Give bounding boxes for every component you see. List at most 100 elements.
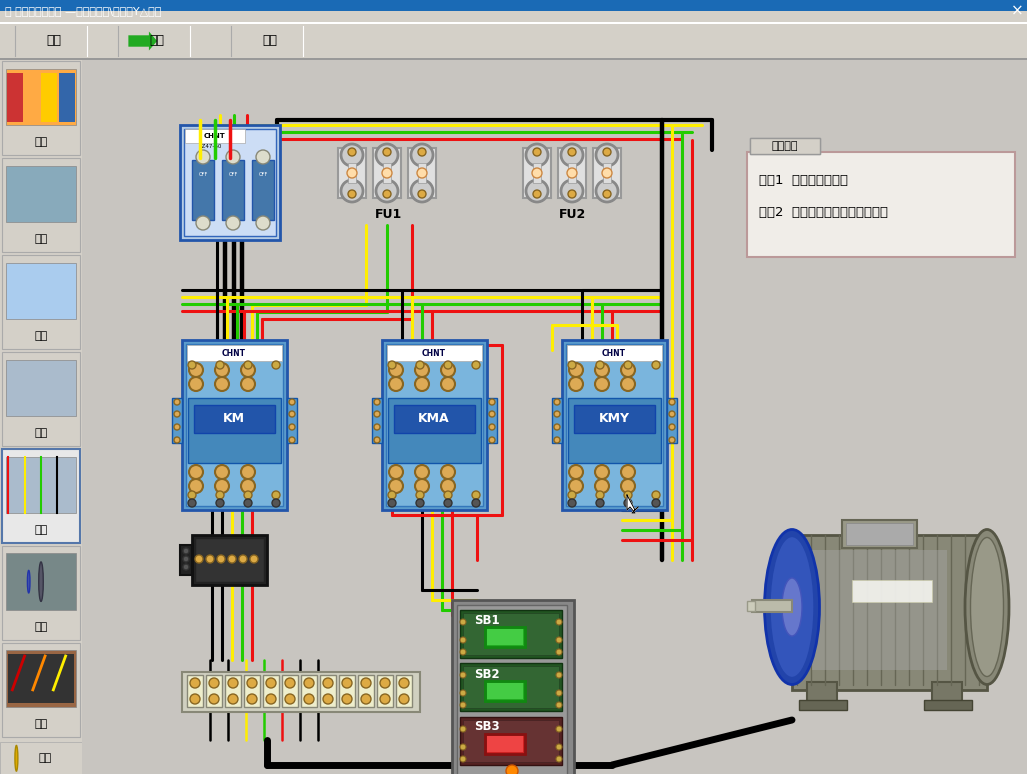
Circle shape <box>374 424 380 430</box>
Circle shape <box>256 216 270 230</box>
Circle shape <box>383 148 391 156</box>
Circle shape <box>569 363 583 377</box>
Bar <box>396 675 412 707</box>
Circle shape <box>621 377 635 391</box>
Bar <box>533 163 541 183</box>
Circle shape <box>472 361 480 369</box>
Bar <box>338 148 366 198</box>
Bar <box>180 545 192 575</box>
Circle shape <box>241 479 255 493</box>
Bar <box>487 736 523 752</box>
Circle shape <box>556 649 562 655</box>
Text: SB3: SB3 <box>474 721 500 734</box>
Circle shape <box>533 148 541 156</box>
Circle shape <box>526 180 548 202</box>
Circle shape <box>215 377 229 391</box>
Circle shape <box>215 479 229 493</box>
Circle shape <box>389 363 403 377</box>
Circle shape <box>568 148 576 156</box>
Circle shape <box>568 190 576 198</box>
Circle shape <box>460 672 466 678</box>
Text: CHNT: CHNT <box>422 348 446 358</box>
Circle shape <box>190 678 200 688</box>
Circle shape <box>416 491 424 499</box>
Text: 步骤2  按动按钮，进行运行操作。: 步骤2 按动按钮，进行运行操作。 <box>759 206 888 218</box>
Text: FU1: FU1 <box>376 208 403 221</box>
Bar <box>842 520 917 548</box>
Circle shape <box>568 499 576 507</box>
Text: 连线: 连线 <box>34 525 47 535</box>
Circle shape <box>460 690 466 696</box>
Circle shape <box>289 424 295 430</box>
Bar <box>924 700 972 710</box>
Circle shape <box>556 702 562 708</box>
Circle shape <box>554 437 560 443</box>
Bar <box>263 675 279 707</box>
Circle shape <box>415 479 429 493</box>
Circle shape <box>217 555 225 563</box>
Bar <box>485 627 525 647</box>
Bar <box>747 601 755 611</box>
Bar <box>846 523 913 545</box>
Circle shape <box>241 465 255 479</box>
Circle shape <box>324 694 333 704</box>
Bar <box>558 148 586 198</box>
Bar <box>452 600 574 774</box>
Circle shape <box>389 377 403 391</box>
Text: 操作步骤: 操作步骤 <box>771 141 798 151</box>
Circle shape <box>289 437 295 443</box>
Circle shape <box>556 672 562 678</box>
Circle shape <box>347 168 357 178</box>
Circle shape <box>256 150 270 164</box>
Bar <box>172 398 182 443</box>
Circle shape <box>532 168 542 178</box>
Bar <box>394 405 476 433</box>
Circle shape <box>441 465 455 479</box>
Circle shape <box>460 756 466 762</box>
Circle shape <box>228 694 238 704</box>
Circle shape <box>342 678 352 688</box>
Bar <box>6 457 76 513</box>
Text: 布局: 布局 <box>34 428 47 438</box>
Circle shape <box>416 361 424 369</box>
Bar <box>2 352 79 446</box>
Bar <box>195 538 264 582</box>
Circle shape <box>286 678 295 688</box>
Circle shape <box>374 437 380 443</box>
Bar <box>186 344 283 506</box>
Circle shape <box>415 465 429 479</box>
Ellipse shape <box>770 536 814 677</box>
Circle shape <box>304 694 314 704</box>
Circle shape <box>621 479 635 493</box>
Bar <box>566 344 663 506</box>
Circle shape <box>374 411 380 417</box>
Circle shape <box>196 216 210 230</box>
Circle shape <box>272 491 280 499</box>
Circle shape <box>28 570 30 593</box>
Circle shape <box>602 168 612 178</box>
Circle shape <box>183 564 189 570</box>
Circle shape <box>342 694 352 704</box>
Bar <box>2 61 79 156</box>
Bar <box>2 255 79 349</box>
Bar <box>41 73 58 122</box>
Bar <box>282 675 298 707</box>
Bar <box>750 138 820 154</box>
Bar <box>603 163 611 183</box>
Circle shape <box>195 555 203 563</box>
Circle shape <box>210 678 219 688</box>
Circle shape <box>444 491 452 499</box>
Circle shape <box>183 556 189 562</box>
Circle shape <box>669 411 675 417</box>
Bar <box>812 550 947 670</box>
Circle shape <box>556 690 562 696</box>
Circle shape <box>248 678 257 688</box>
Bar <box>487 683 523 699</box>
Circle shape <box>418 190 426 198</box>
Bar <box>2 159 79 252</box>
Circle shape <box>569 479 583 493</box>
Bar <box>463 613 559 655</box>
Circle shape <box>39 562 43 601</box>
Circle shape <box>376 180 398 202</box>
Circle shape <box>241 363 255 377</box>
